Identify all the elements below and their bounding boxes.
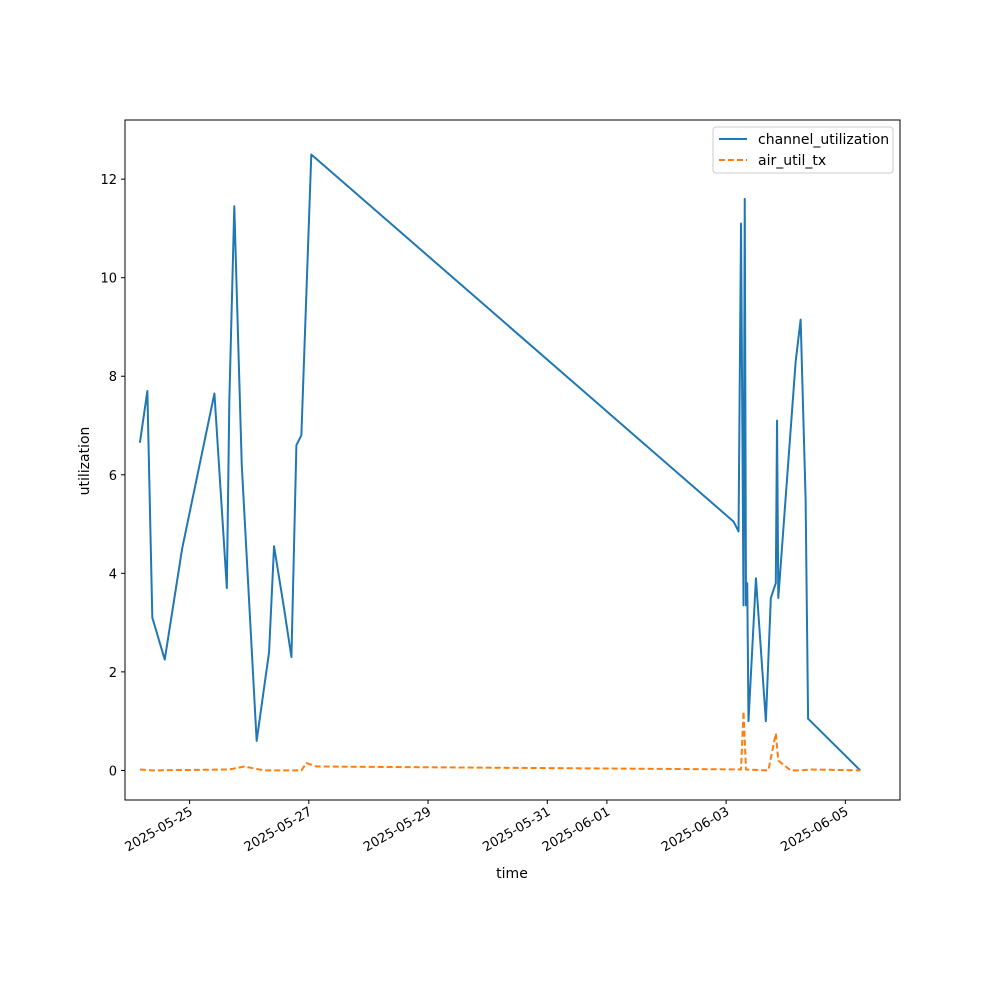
x-tick-label: 2025-05-27 [242,804,315,855]
y-tick-label: 6 [109,469,117,484]
x-tick-label: 2025-06-01 [540,804,613,855]
x-tick-label: 2025-06-03 [659,804,732,855]
series-layer [138,153,861,772]
y-axis-label: utilization [77,427,93,496]
y-tick-label: 12 [100,173,117,188]
series-line-air-util-tx [139,710,861,772]
y-tick-label: 8 [109,370,117,385]
y-tick-label: 2 [109,666,117,681]
x-tick-label: 2025-05-29 [361,804,434,855]
legend-label-channel-utilization: channel_utilization [758,132,889,148]
y-tick-label: 10 [100,272,117,287]
legend-box [712,126,894,174]
x-axis-label: time [496,866,528,882]
plot-frame [124,119,901,801]
x-tick-label: 2025-05-25 [123,804,196,855]
legend-label-air-util-tx: air_util_tx [758,153,826,169]
y-tick-label: 4 [109,567,117,582]
legend: channel_utilization air_util_tx [712,126,894,174]
series-line-channel-utilization [138,153,861,772]
x-axis: 2025-05-25 2025-05-27 2025-05-29 2025-05-31… [123,800,851,855]
y-axis: 0 2 4 6 8 10 12 [100,173,125,779]
y-tick-label: 0 [109,764,117,779]
x-tick-label: 2025-06-05 [778,804,851,855]
